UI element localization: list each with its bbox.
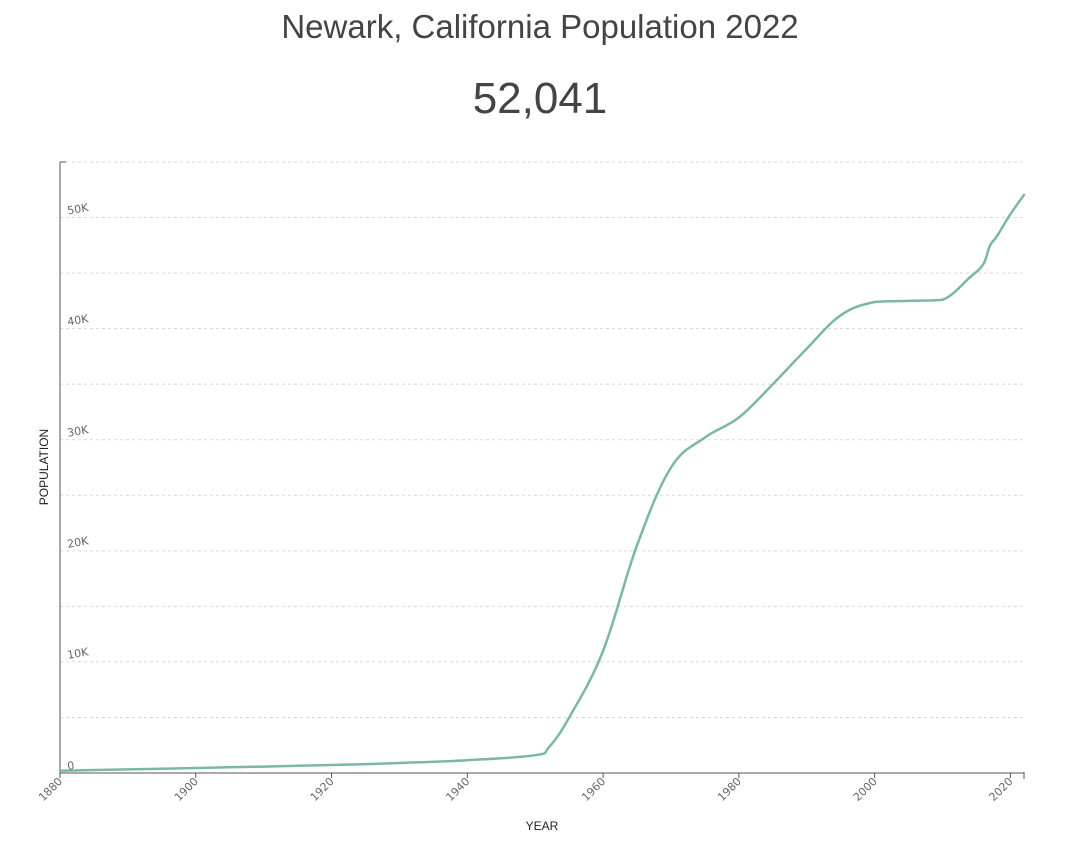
- y-tick-label: 40K: [66, 312, 90, 329]
- grid-lines: [60, 161, 1024, 718]
- y-tick-label: 10K: [66, 645, 90, 662]
- population-value: 52,041: [472, 74, 608, 123]
- y-tick-label: 20K: [66, 534, 90, 551]
- y-tick-label: 50K: [66, 201, 90, 218]
- y-tick-label: 30K: [66, 423, 90, 440]
- x-tick-label: 1940: [443, 775, 472, 804]
- axes: [59, 161, 1025, 779]
- x-tick-label: 1980: [715, 775, 744, 804]
- x-tick-label: 1880: [36, 775, 65, 804]
- page-title: Newark, California Population 2022: [281, 8, 799, 45]
- y-axis-title: POPULATION: [37, 429, 51, 505]
- series-layer: [58, 193, 1026, 773]
- x-axis-title: YEAR: [526, 819, 559, 833]
- population-series-line: [58, 193, 1026, 773]
- x-tick-label: 1960: [579, 775, 608, 804]
- x-tick-label: 1900: [172, 775, 201, 804]
- y-tick-label: 0: [66, 759, 75, 773]
- tick-labels: 1880 1900 1920 1940 1960 1980 2000 2020 0 10K 20K 3…: [36, 201, 1015, 804]
- x-tick-label: 2020: [987, 775, 1016, 804]
- x-tick-label: 2000: [851, 775, 880, 804]
- x-tick-label: 1920: [308, 775, 337, 804]
